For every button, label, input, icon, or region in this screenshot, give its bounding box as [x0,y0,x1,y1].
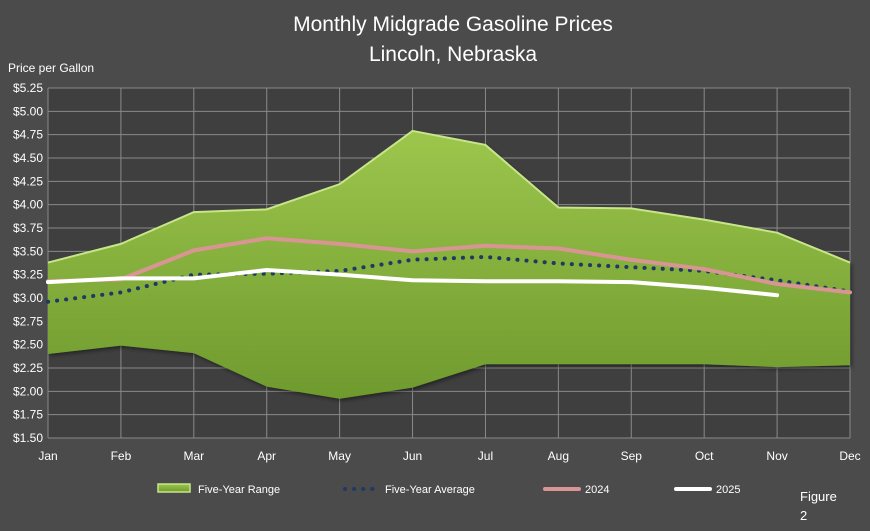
figure-label-number: 2 [800,508,807,523]
legend-swatch-five-year-range [157,483,191,493]
y-axis-ticks: $1.50 $1.75 $2.00 $2.25 $2.50 $2.75 $3.00 $3.25… [13,81,43,445]
y-tick-label: $4.75 [13,128,43,142]
x-tick-label: Apr [257,449,276,463]
y-tick-label: $4.50 [13,151,43,165]
legend-label-five-year-average: Five-Year Average [385,484,475,496]
y-tick-label: $2.25 [13,361,43,375]
y-tick-label: $3.25 [13,268,43,282]
y-axis-title: Price per Gallon [8,61,94,75]
figure-label: Figure 2 [800,489,837,523]
x-tick-label: Dec [839,449,860,463]
legend-label-2025: 2025 [716,484,740,496]
y-tick-label: $3.50 [13,244,43,258]
x-axis-ticks: Jan Feb Mar Apr May Jun Jul Aug Sep Oct Nov Dec [38,449,860,463]
x-tick-label: Aug [548,449,569,463]
x-tick-label: Jun [403,449,422,463]
y-tick-label: $2.00 [13,384,43,398]
five-year-range-high-edge [47,129,851,264]
y-tick-label: $2.50 [13,338,43,352]
series-lines [46,236,852,304]
five-year-range-fill [48,130,850,399]
x-tick-label: Jan [38,449,57,463]
2025-line [46,268,780,298]
legend-label-five-year-range: Five-Year Range [198,484,280,496]
y-tick-label: $5.25 [13,81,43,95]
y-tick-label: $1.75 [13,408,43,422]
x-tick-label: Sep [621,449,643,463]
y-tick-label: $5.00 [13,104,43,118]
y-tick-label: $3.75 [13,221,43,235]
y-tick-label: $2.75 [13,314,43,328]
legend-label-2024: 2024 [585,484,609,496]
legend: Five-Year Range Five-Year Average 2024 2025 [157,483,740,496]
five-year-range-area [47,129,851,399]
y-tick-label: $3.00 [13,291,43,305]
x-tick-label: Feb [111,449,132,463]
x-tick-label: Jul [478,449,493,463]
chart-title: Monthly Midgrade Gasoline Prices [293,13,613,36]
x-tick-label: Mar [183,449,204,463]
chart-subtitle: Lincoln, Nebraska [369,43,537,66]
y-tick-label: $4.25 [13,174,43,188]
y-tick-label: $1.50 [13,431,43,445]
y-tick-label: $4.00 [13,198,43,212]
figure-label-word: Figure [800,489,837,504]
x-tick-label: May [328,449,351,463]
x-tick-label: Oct [695,449,714,463]
x-tick-label: Nov [766,449,787,463]
2024-line [46,236,852,295]
